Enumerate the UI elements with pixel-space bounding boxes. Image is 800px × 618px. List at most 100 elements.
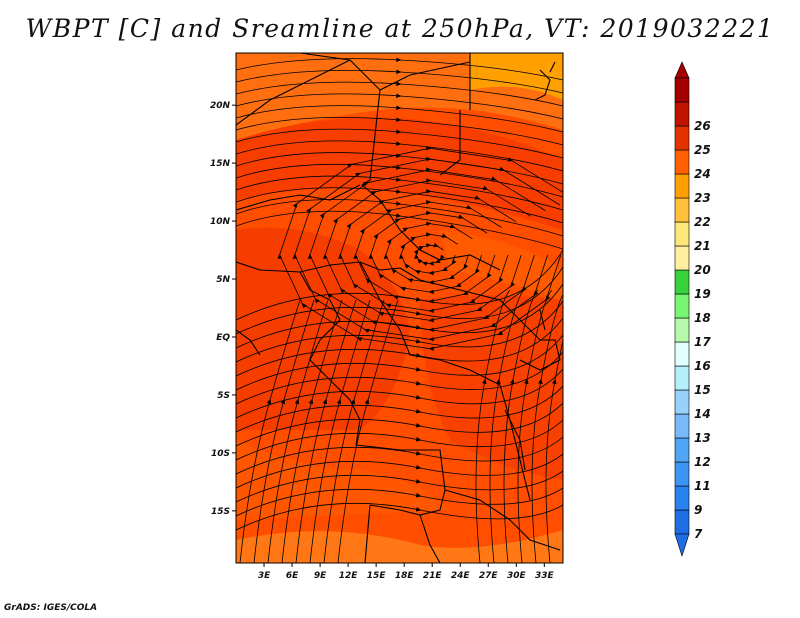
country-borders [236, 53, 561, 563]
streamline [475, 289, 511, 563]
streamline [236, 283, 563, 349]
streamline [236, 334, 563, 391]
streamline [239, 299, 301, 563]
streamline [281, 299, 343, 563]
streamline [323, 299, 385, 563]
colorbar-swatch [674, 317, 690, 343]
grads-credit: GrADS: IGES/COLA [4, 603, 98, 613]
colorbar-swatch [674, 173, 690, 199]
lon-tick-label: 27E [479, 571, 499, 581]
streamline [236, 351, 563, 405]
lon-tick-label: 15E [367, 571, 387, 581]
colorbar-swatch [674, 101, 690, 127]
lon-tick-label: 18E [395, 571, 415, 581]
colorbar-label: 26 [694, 119, 711, 133]
lon-tick-label: 6E [286, 571, 299, 581]
lon-tick-label: 30E [507, 571, 527, 581]
colorbar-label: 19 [694, 287, 711, 301]
streamline [236, 249, 563, 321]
lat-tick-label: EQ [216, 333, 230, 343]
colorbar-swatch [674, 365, 690, 391]
map-frame [235, 52, 564, 564]
colorbar-swatch [674, 77, 690, 103]
streamline [295, 299, 357, 563]
colorbar-label: 14 [694, 407, 711, 421]
colorbar-max-arrow [674, 61, 690, 79]
streamline [236, 105, 563, 133]
lon-tick-label: 33E [535, 571, 555, 581]
streamline [337, 299, 399, 563]
colorbar-swatch [674, 461, 690, 487]
streamline [253, 299, 315, 563]
streamline [236, 266, 563, 335]
lon-tick-label: 12E [339, 571, 359, 581]
streamline [236, 487, 563, 517]
streamline [236, 93, 563, 120]
lon-tick-label: 3E [258, 571, 271, 581]
colorbar-label: 17 [694, 335, 711, 349]
lon-tick-label: 24E [451, 571, 471, 581]
colorbar-label: 20 [694, 263, 711, 277]
wbpt-field [236, 53, 563, 563]
streamline [517, 289, 553, 563]
colorbar-swatch [674, 245, 690, 271]
streamline [236, 402, 563, 447]
colorbar-label: 24 [694, 167, 711, 181]
streamline [236, 385, 563, 433]
colorbar-label: 12 [694, 455, 711, 469]
lat-tick-label: 15N [210, 159, 231, 169]
lat-tick-label: 15S [211, 507, 230, 517]
streamline [277, 146, 563, 351]
colorbar-label: 9 [694, 503, 702, 517]
colorbar-swatch [674, 221, 690, 247]
lat-tick-label: 5N [216, 275, 230, 285]
colorbar-label: 22 [694, 215, 711, 229]
colorbar-swatch [674, 149, 690, 175]
colorbar-swatch [674, 413, 690, 439]
chart-title: WBPT [C] and Sreamline at 250hPa, VT: 20… [25, 14, 775, 43]
streamline [236, 470, 563, 503]
colorbar-label: 18 [694, 311, 711, 325]
streamline [545, 338, 563, 563]
colorbar-label: 11 [694, 479, 711, 493]
colorbar-label: 7 [694, 527, 703, 541]
colorbar-swatch [674, 269, 690, 295]
colorbar-swatch [674, 197, 690, 223]
streamline [503, 289, 539, 563]
streamline [236, 453, 563, 489]
lat-tick-label: 20N [210, 101, 231, 111]
lon-tick-label: 9E [314, 571, 327, 581]
lat-tick-label: 10S [211, 449, 230, 459]
colorbar-label: 23 [694, 191, 711, 205]
streamline [309, 299, 371, 563]
longitude-axis: 3E 6E 9E 12E 15E 18E 21E 24E 27E 30E 33E [258, 563, 555, 581]
lat-tick-label: 5S [217, 391, 230, 401]
colorbar-label: 21 [694, 239, 711, 253]
streamline [236, 69, 563, 94]
streamline [236, 57, 563, 81]
streamline [236, 116, 563, 146]
streamline [531, 293, 563, 563]
streamlines [236, 57, 563, 563]
latitude-axis: 20N 15N 10N 5N EQ 5S 10S 15S [210, 101, 236, 517]
streamline [489, 289, 525, 563]
streamline [236, 81, 563, 107]
streamline [236, 368, 563, 419]
lon-tick-label: 21E [423, 571, 443, 581]
colorbar-swatch [674, 485, 690, 511]
colorbar-label: 15 [694, 383, 711, 397]
lat-tick-label: 10N [210, 217, 231, 227]
streamline [236, 317, 563, 377]
colorbar: 7 9 11 12 13 14 15 16 17 18 19 20 21 22 23 24 25 26 [674, 61, 711, 557]
colorbar-swatch [674, 125, 690, 151]
colorbar-label: 16 [694, 359, 711, 373]
colorbar-swatch [674, 293, 690, 319]
colorbar-swatch [674, 509, 690, 535]
streamline [236, 436, 563, 475]
streamline [267, 299, 329, 563]
streamline [236, 300, 563, 363]
colorbar-label: 13 [694, 431, 711, 445]
colorbar-swatch [674, 437, 690, 463]
streamline [236, 502, 563, 531]
